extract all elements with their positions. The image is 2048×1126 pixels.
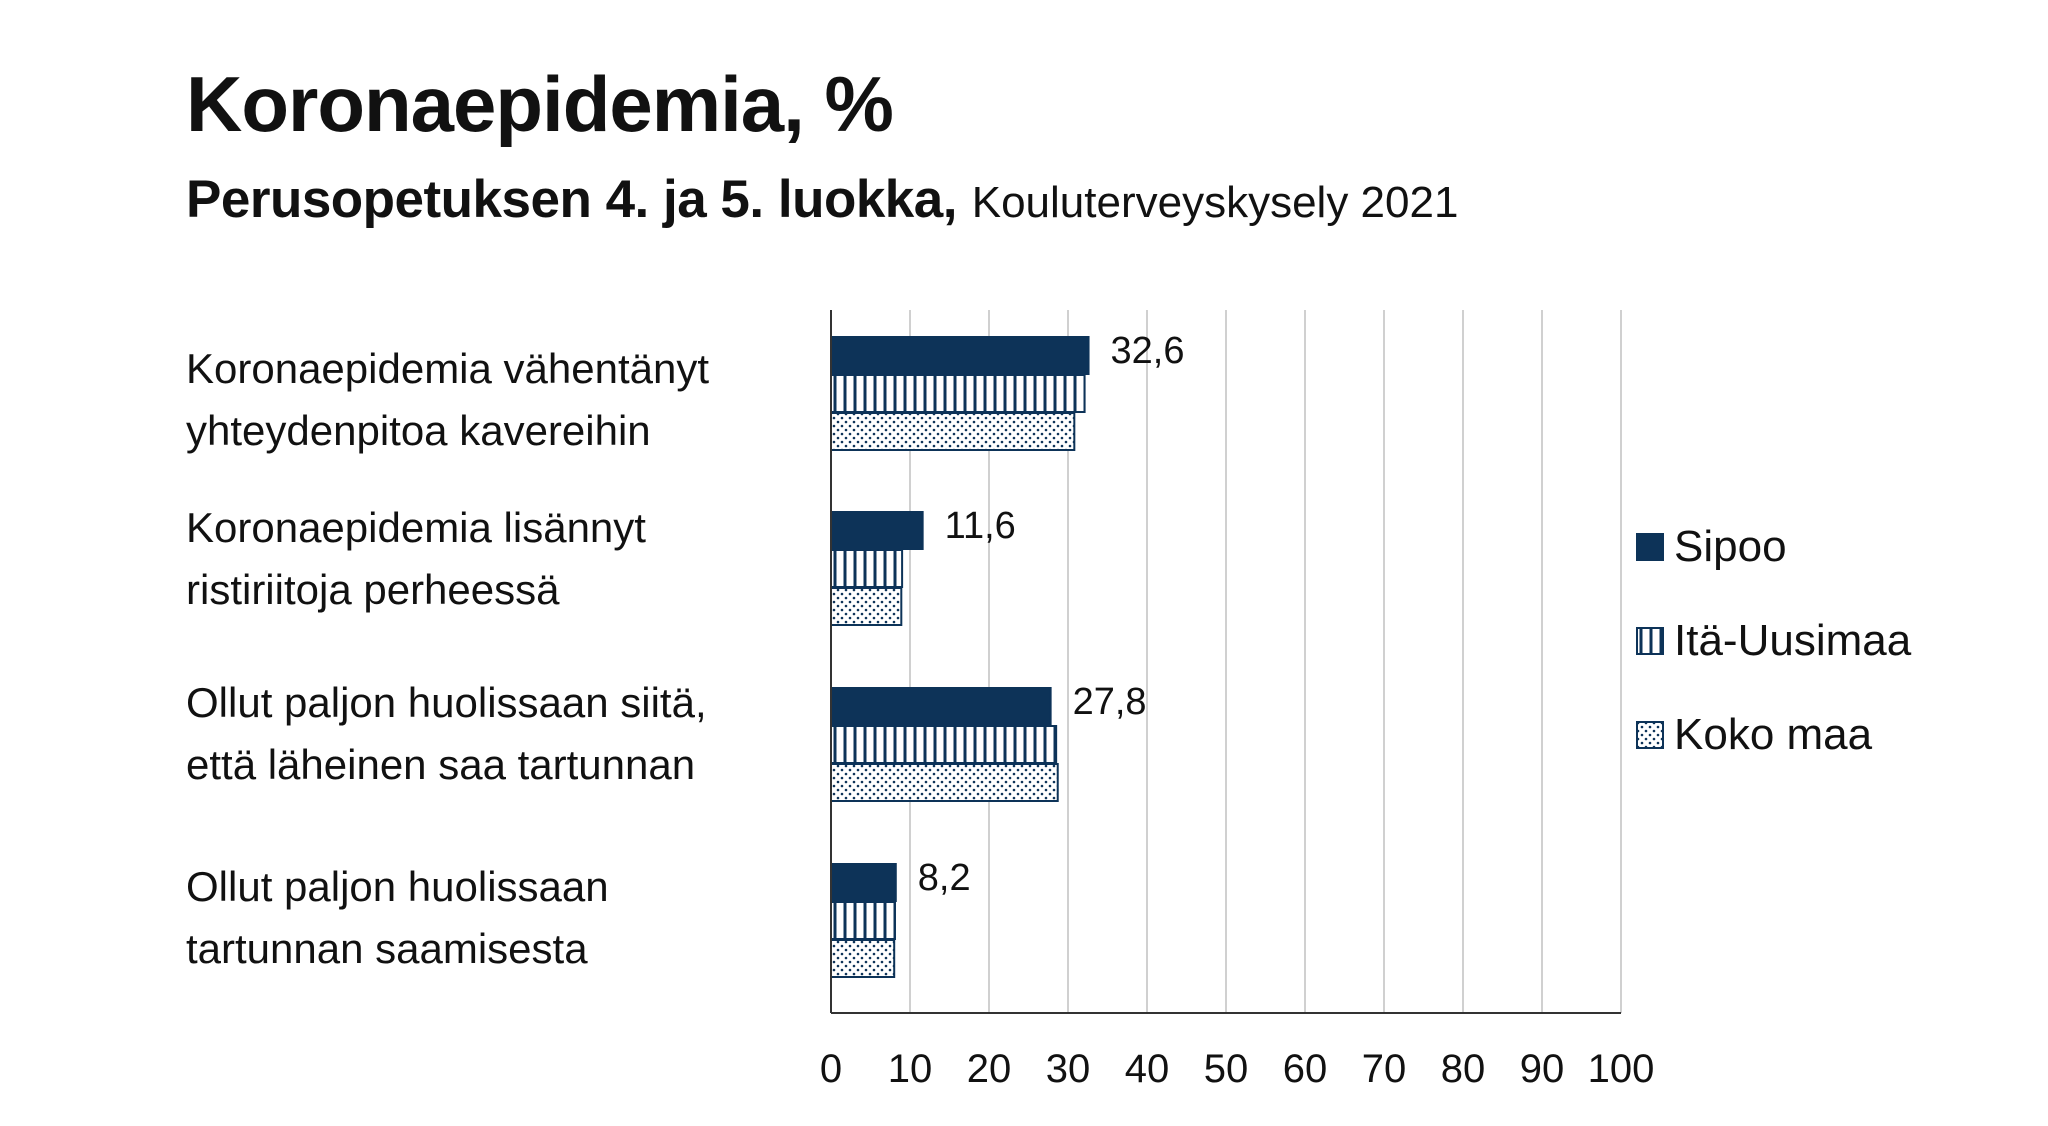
legend-item-ita-uusimaa: Itä-Uusimaa — [1636, 594, 1911, 688]
category-label-2: Koronaepidemia lisännyt ristiriitoja per… — [186, 497, 826, 621]
data-label: 32,6 — [1111, 330, 1185, 372]
x-tick-label: 60 — [1283, 1047, 1328, 1091]
bar — [830, 587, 903, 626]
bar — [830, 901, 896, 940]
bar — [830, 763, 1059, 802]
x-tick-label: 40 — [1125, 1047, 1170, 1091]
category-label-line: että läheinen saa tartunnan — [186, 741, 696, 788]
bar — [830, 412, 1076, 451]
category-label-line: yhteydenpitoa kavereihin — [186, 407, 651, 454]
subtitle-source: Kouluterveyskysely 2021 — [971, 178, 1459, 227]
bar — [830, 511, 924, 550]
subtitle-main: Perusopetuksen 4. ja 5. luokka, — [186, 170, 958, 229]
bar — [830, 336, 1090, 375]
x-tick-label: 20 — [967, 1047, 1012, 1091]
x-tick-label: 50 — [1204, 1047, 1249, 1091]
category-label-line: Ollut paljon huolissaan — [186, 863, 609, 910]
gridlines — [909, 310, 1622, 1013]
category-label-line: ristiriitoja perheessä — [186, 566, 560, 613]
category-label-line: Ollut paljon huolissaan siitä, — [186, 679, 707, 726]
bars — [830, 336, 1090, 978]
legend-label: Itä-Uusimaa — [1674, 616, 1912, 665]
legend-swatch-lines — [1636, 627, 1664, 655]
legend-item-sipoo: Sipoo — [1636, 500, 1911, 594]
legend-label: Koko maa — [1674, 710, 1873, 759]
bar — [830, 863, 897, 902]
category-label-3: Ollut paljon huolissaan siitä, että lähe… — [186, 672, 826, 796]
data-labels: 32,6 11,6 27,8 8,2 — [918, 330, 1185, 899]
chart-title: Koronaepidemia, % — [186, 60, 894, 148]
bar — [830, 725, 1058, 764]
category-label-line: tartunnan saamisesta — [186, 925, 588, 972]
chart-subtitle: Perusopetuksen 4. ja 5. luokka, Kouluter… — [186, 168, 1458, 232]
legend-swatch-solid — [1636, 533, 1664, 561]
x-tick-label: 10 — [888, 1047, 933, 1091]
data-label: 27,8 — [1073, 681, 1147, 723]
x-tick-label: 100 — [1588, 1047, 1655, 1091]
x-tick-label: 80 — [1441, 1047, 1486, 1091]
x-tick-label: 70 — [1362, 1047, 1407, 1091]
bar — [830, 374, 1086, 413]
x-tick-label: 30 — [1046, 1047, 1091, 1091]
category-label-1: Koronaepidemia vähentänyt yhteydenpitoa … — [186, 338, 826, 462]
category-label-line: Koronaepidemia lisännyt — [186, 504, 646, 551]
legend: Sipoo Itä-Uusimaa Koko maa — [1636, 500, 1911, 782]
data-label: 8,2 — [918, 857, 971, 899]
legend-item-koko-maa: Koko maa — [1636, 688, 1911, 782]
category-label-line: Koronaepidemia vähentänyt — [186, 345, 710, 392]
data-label: 11,6 — [945, 505, 1016, 547]
bar — [830, 687, 1052, 726]
x-tick-label: 0 — [820, 1047, 842, 1091]
axes: 0 10 20 30 40 50 60 70 80 90 100 — [820, 310, 1655, 1091]
category-label-4: Ollut paljon huolissaan tartunnan saamis… — [186, 856, 826, 980]
legend-label: Sipoo — [1674, 522, 1787, 571]
bar — [830, 549, 904, 588]
bar — [830, 939, 896, 978]
x-tick-label: 90 — [1520, 1047, 1565, 1091]
legend-swatch-dots — [1636, 721, 1664, 749]
